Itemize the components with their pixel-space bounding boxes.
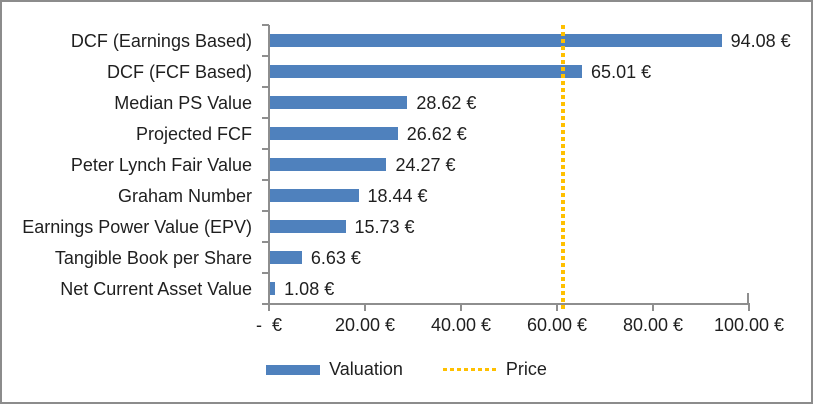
category-label: Projected FCF (135, 123, 252, 144)
x-axis-tick (364, 304, 366, 311)
y-axis-tick (262, 55, 269, 57)
valuation-series-swatch (266, 364, 321, 375)
category-label: Net Current Asset Value (60, 278, 252, 299)
x-tick-label: 20.00 € (334, 315, 396, 335)
valuation-bar (270, 282, 276, 295)
value-label: 18.44 € (367, 185, 428, 206)
category-label: Earnings Power Value (EPV) (22, 216, 252, 237)
x-axis-tick (460, 304, 462, 311)
category-label: Tangible Book per Share (54, 247, 252, 268)
valuation-bar (270, 65, 583, 78)
category-label: Graham Number (117, 185, 252, 206)
price-line (560, 25, 565, 310)
y-axis-tick (262, 117, 269, 119)
category-label: Median PS Value (114, 92, 252, 113)
valuation-bar (270, 96, 408, 109)
y-axis-tick (262, 148, 269, 150)
value-label: 26.62 € (406, 123, 467, 144)
y-axis-line (268, 25, 270, 304)
y-axis-tick (262, 241, 269, 243)
x-tick-label: 100.00 € (713, 315, 785, 335)
legend-label-valuation: Valuation (329, 359, 403, 379)
legend: Valuation Price (2, 359, 811, 380)
valuation-bar (270, 251, 302, 264)
y-axis-tick (262, 179, 269, 181)
valuation-bar (270, 34, 722, 47)
category-label: DCF (Earnings Based) (70, 30, 252, 51)
value-label: 1.08 € (284, 278, 335, 299)
value-label: 6.63 € (310, 247, 361, 268)
x-axis-tick (268, 304, 270, 311)
price-series-swatch (442, 368, 497, 371)
x-tick-label: 80.00 € (622, 315, 684, 335)
category-label: DCF (FCF Based) (106, 61, 252, 82)
y-axis-tick (262, 24, 269, 26)
valuation-bar (270, 158, 387, 171)
category-label: Peter Lynch Fair Value (70, 154, 252, 175)
x-axis-tick (652, 304, 654, 311)
x-tick-label: 60.00 € (526, 315, 588, 335)
value-label: 15.73 € (354, 216, 415, 237)
value-label: 28.62 € (416, 92, 477, 113)
y-axis-tick (262, 303, 269, 305)
x-tick-label: 40.00 € (430, 315, 492, 335)
x-axis-tick (748, 304, 750, 311)
legend-label-price: Price (505, 359, 547, 379)
valuation-bar (270, 189, 359, 202)
x-axis-line (268, 303, 750, 305)
value-label: 94.08 € (730, 30, 791, 51)
value-label: 24.27 € (395, 154, 456, 175)
legend-item-price: Price (442, 359, 547, 380)
x-tick-label: - € (255, 315, 282, 335)
value-label: 65.01 € (591, 61, 652, 82)
valuation-bar (270, 127, 398, 140)
x-axis-end-cap (747, 293, 749, 304)
legend-item-valuation: Valuation (266, 359, 403, 380)
y-axis-tick (262, 210, 269, 212)
valuation-bar (270, 220, 346, 233)
x-axis-tick (556, 304, 558, 311)
y-axis-tick (262, 272, 269, 274)
y-axis-tick (262, 86, 269, 88)
